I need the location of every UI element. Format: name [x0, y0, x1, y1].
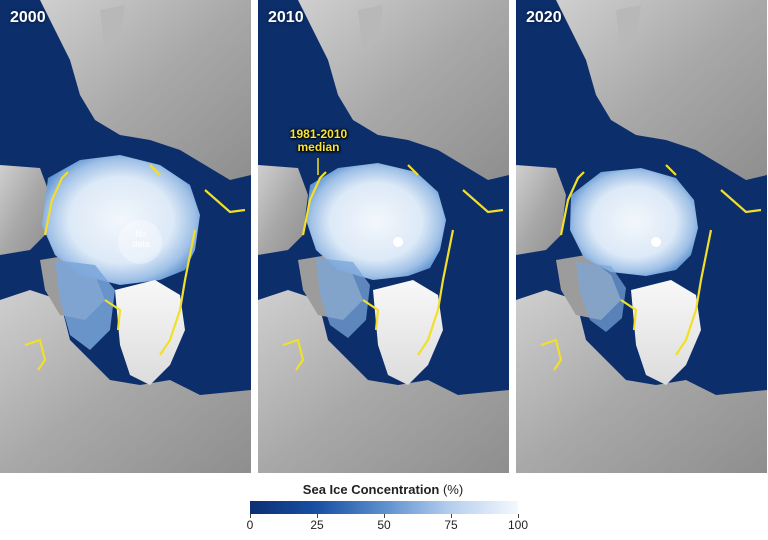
legend-tick-label: 100 — [507, 518, 529, 532]
sea-ice — [570, 168, 698, 276]
legend-tick-label: 50 — [377, 518, 391, 532]
legend-unit: (%) — [442, 482, 464, 497]
arctic-map — [258, 0, 509, 473]
sea-ice — [42, 155, 200, 285]
eurasia-land — [298, 0, 509, 180]
alaska-land — [258, 165, 308, 255]
legend-title: Sea Ice Concentration (%) — [243, 482, 523, 497]
median-line — [540, 164, 762, 371]
median-line — [282, 164, 504, 371]
novaya-zemlya — [358, 5, 383, 55]
archipelago-ice — [316, 258, 370, 338]
no-data-circle — [118, 220, 162, 264]
no-data-label: No data — [132, 229, 150, 249]
map-panel-2010: 2010 1981-2010 median — [258, 0, 509, 473]
eurasia-land — [556, 0, 767, 180]
legend-tick-label: 0 — [246, 518, 254, 532]
greenland — [373, 280, 443, 385]
archipelago-ice — [55, 260, 115, 350]
north-america-land — [0, 290, 251, 473]
eurasia-land — [40, 0, 251, 180]
north-america-land — [516, 290, 767, 473]
novaya-zemlya — [100, 5, 125, 55]
novaya-zemlya — [616, 5, 641, 55]
alaska-land — [0, 165, 50, 255]
year-label: 2010 — [268, 9, 304, 26]
arctic-map — [516, 0, 767, 473]
sea-ice — [306, 163, 446, 280]
legend-tick — [450, 514, 452, 518]
legend-title-text: Sea Ice Concentration — [302, 482, 440, 497]
legend-tick — [249, 514, 251, 518]
median-line — [24, 164, 246, 371]
legend-tick — [316, 514, 318, 518]
color-legend: Sea Ice Concentration (%) 0 25 50 75 100 — [243, 478, 528, 536]
legend-tick-label: 75 — [444, 518, 458, 532]
year-label: 2020 — [526, 9, 562, 26]
alaska-land — [516, 165, 566, 255]
archipelago-ice — [576, 262, 626, 332]
pole-dot — [393, 237, 403, 247]
greenland — [115, 280, 185, 385]
arctic-map — [0, 0, 251, 473]
legend-tick — [383, 514, 385, 518]
pole-dot — [651, 237, 661, 247]
north-america-land — [258, 290, 509, 473]
map-panel-2020: 2020 — [516, 0, 767, 473]
legend-tick-label: 25 — [310, 518, 324, 532]
legend-color-bar — [250, 501, 518, 514]
legend-tick — [517, 514, 519, 518]
median-label: 1981-2010 median — [289, 127, 348, 154]
greenland — [631, 280, 701, 385]
map-panel-2000: 2000 No data — [0, 0, 251, 473]
year-label: 2000 — [10, 9, 46, 26]
